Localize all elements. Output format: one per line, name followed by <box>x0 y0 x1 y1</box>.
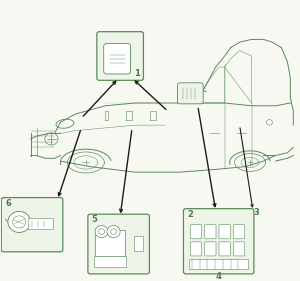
Bar <box>94 256 126 267</box>
Circle shape <box>99 229 105 234</box>
FancyBboxPatch shape <box>205 225 216 239</box>
Bar <box>134 236 142 251</box>
Text: 2: 2 <box>187 210 193 219</box>
Bar <box>189 259 248 269</box>
Circle shape <box>111 229 117 234</box>
FancyBboxPatch shape <box>190 242 202 256</box>
FancyBboxPatch shape <box>178 83 203 104</box>
FancyBboxPatch shape <box>88 214 149 274</box>
Circle shape <box>107 226 120 238</box>
Circle shape <box>95 226 108 238</box>
FancyBboxPatch shape <box>190 225 202 239</box>
FancyBboxPatch shape <box>97 32 143 80</box>
FancyBboxPatch shape <box>233 242 245 256</box>
Circle shape <box>8 211 31 232</box>
FancyBboxPatch shape <box>219 242 230 256</box>
FancyBboxPatch shape <box>219 225 230 239</box>
Bar <box>28 218 53 229</box>
FancyBboxPatch shape <box>104 44 130 74</box>
Text: 1: 1 <box>134 69 140 78</box>
Circle shape <box>13 216 26 228</box>
Text: 4: 4 <box>216 272 222 281</box>
Text: 6: 6 <box>5 199 11 208</box>
Text: 3: 3 <box>253 208 259 217</box>
FancyBboxPatch shape <box>205 242 216 256</box>
FancyBboxPatch shape <box>233 225 245 239</box>
Text: 5: 5 <box>92 216 98 225</box>
FancyBboxPatch shape <box>183 209 254 274</box>
Bar <box>95 230 124 257</box>
FancyBboxPatch shape <box>1 198 63 252</box>
